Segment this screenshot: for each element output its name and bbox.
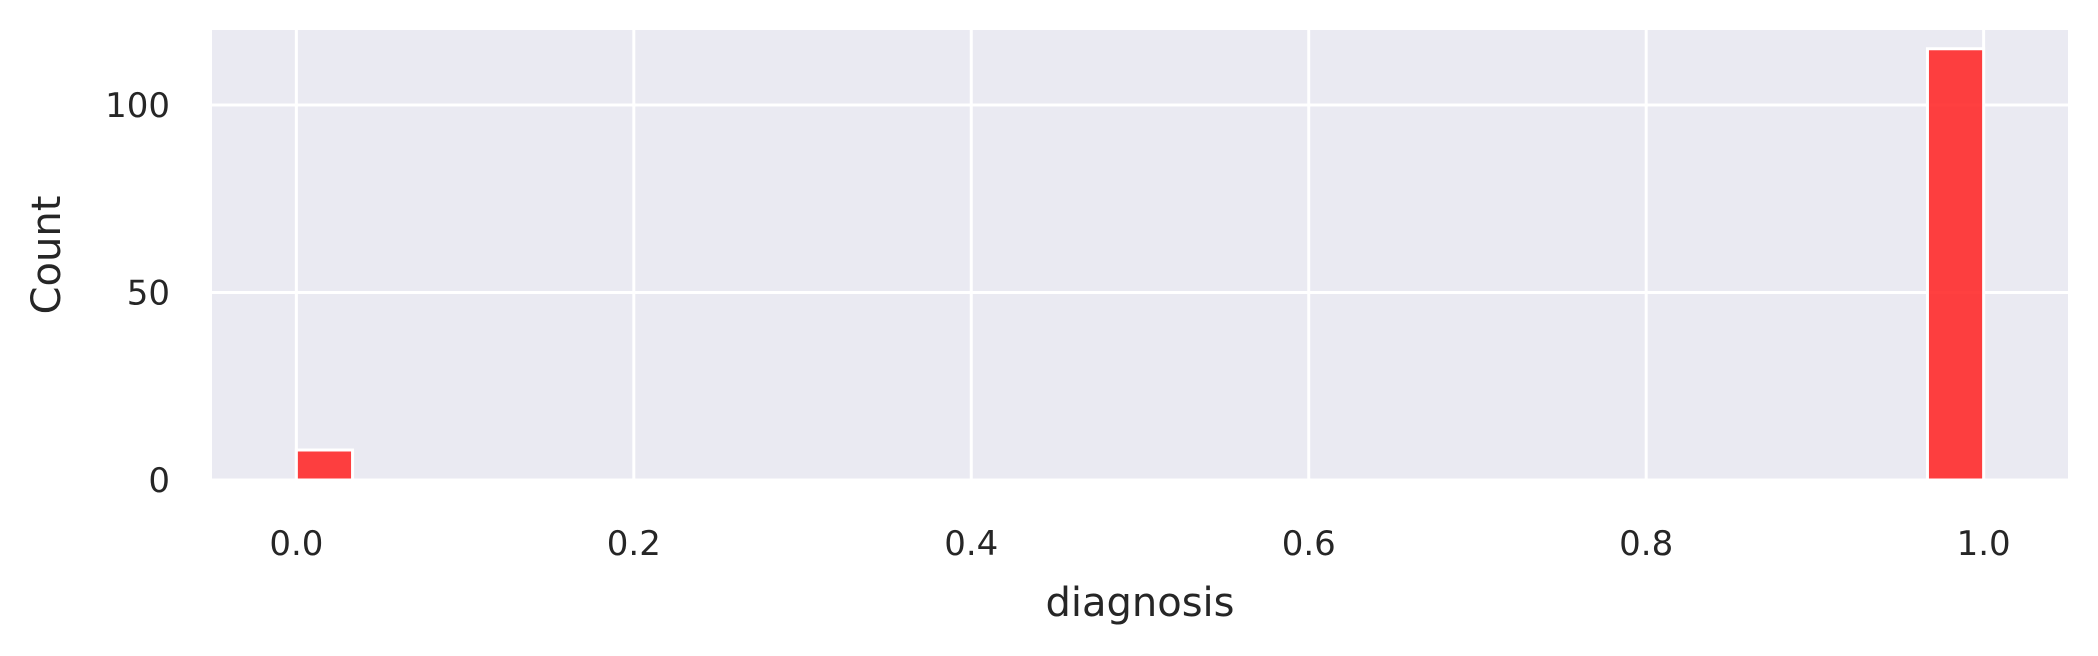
histogram-bars: [294, 47, 1986, 482]
x-tick-label: 1.0: [1957, 524, 2011, 564]
plot-area: [212, 30, 2068, 480]
x-tick-label: 0.8: [1619, 524, 1673, 564]
x-tick-label: 0.2: [607, 524, 661, 564]
x-tick-label: 0.6: [1282, 524, 1336, 564]
y-tick-label: 100: [105, 86, 170, 126]
x-axis-label: diagnosis: [1045, 580, 1234, 626]
y-axis-ticks: 0 50 100: [105, 86, 170, 501]
y-axis-label: Count: [24, 196, 70, 315]
x-axis-ticks: 0.0 0.2 0.4 0.6 0.8 1.0: [269, 524, 2010, 564]
x-tick-label: 0.4: [944, 524, 998, 564]
y-tick-label: 0: [148, 461, 170, 501]
histogram-bar: [1925, 47, 1986, 482]
x-tick-label: 0.0: [269, 524, 323, 564]
y-tick-label: 50: [127, 274, 170, 314]
histogram-bar: [294, 448, 355, 482]
